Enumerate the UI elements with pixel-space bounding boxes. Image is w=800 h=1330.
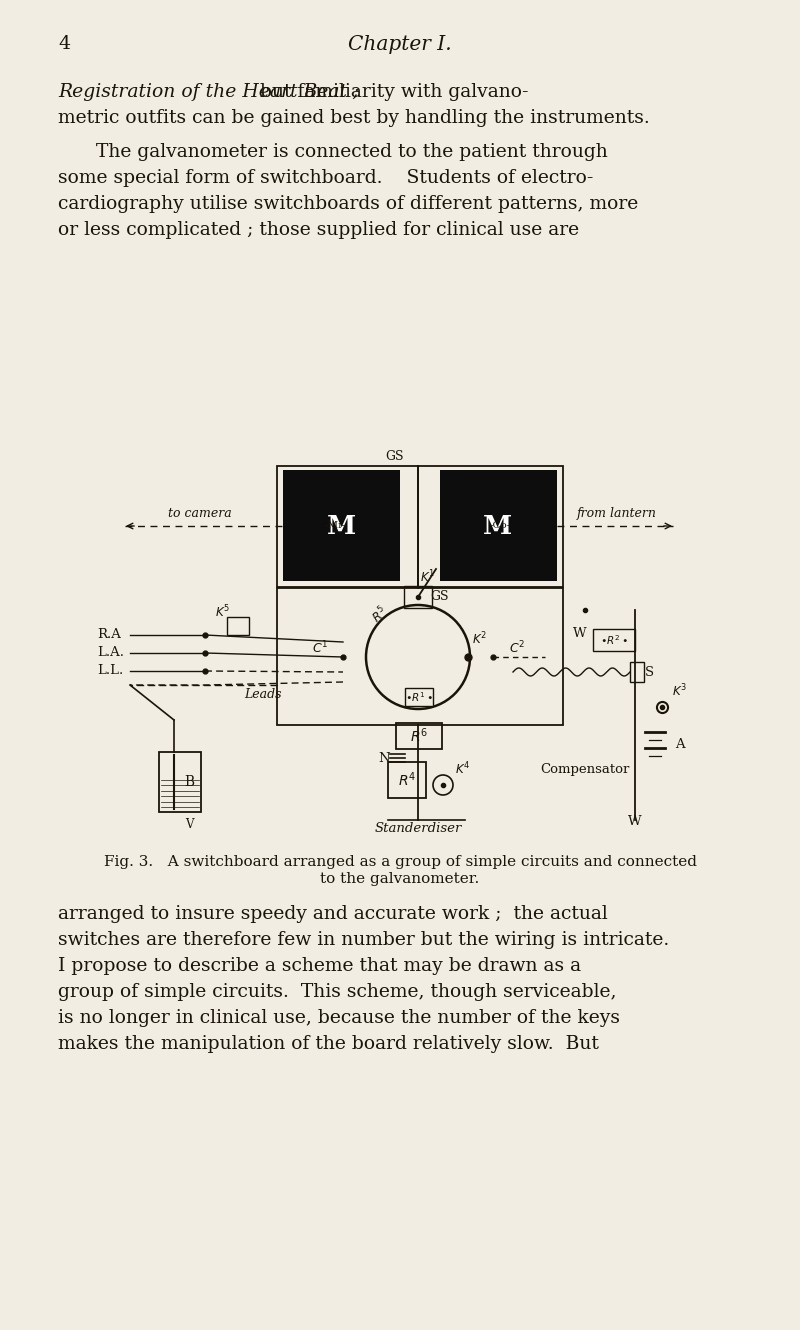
- Text: metric outfits can be gained best by handling the instruments.: metric outfits can be gained best by han…: [58, 109, 650, 126]
- Text: $C^1$: $C^1$: [312, 640, 328, 656]
- Text: Fig. 3.   A switchboard arranged as a group of simple circuits and connected: Fig. 3. A switchboard arranged as a grou…: [103, 855, 697, 868]
- Text: Compensator: Compensator: [540, 763, 630, 777]
- Text: $R^5$: $R^5$: [369, 604, 391, 626]
- Text: some special form of switchboard.    Students of electro-: some special form of switchboard. Studen…: [58, 169, 594, 188]
- Text: 4: 4: [58, 35, 70, 53]
- Bar: [630, 662, 644, 682]
- Text: M: M: [326, 513, 356, 539]
- Text: S: S: [645, 665, 654, 678]
- Bar: [440, 469, 557, 581]
- Text: A: A: [675, 738, 685, 750]
- Text: L.L.: L.L.: [97, 665, 123, 677]
- Bar: [388, 762, 426, 798]
- Text: to the galvanometer.: to the galvanometer.: [320, 872, 480, 886]
- Text: $K^3$: $K^3$: [672, 682, 687, 700]
- Bar: [277, 465, 563, 587]
- Text: L.A.: L.A.: [97, 646, 124, 660]
- Bar: [396, 724, 442, 749]
- Text: $K^2$: $K^2$: [472, 630, 487, 646]
- Text: group of simple circuits.  This scheme, though serviceable,: group of simple circuits. This scheme, t…: [58, 983, 617, 1001]
- Text: The galvanometer is connected to the patient through: The galvanometer is connected to the pat…: [96, 144, 608, 161]
- Text: makes the manipulation of the board relatively slow.  But: makes the manipulation of the board rela…: [58, 1035, 599, 1053]
- Bar: [283, 469, 400, 581]
- Bar: [404, 587, 432, 608]
- Text: Standerdiser: Standerdiser: [374, 822, 462, 835]
- Text: $K^5$: $K^5$: [215, 604, 230, 620]
- Text: switches are therefore few in number but the wiring is intricate.: switches are therefore few in number but…: [58, 931, 670, 950]
- Text: B: B: [184, 775, 194, 789]
- Text: W: W: [573, 626, 587, 640]
- Text: is no longer in clinical use, because the number of the keys: is no longer in clinical use, because th…: [58, 1009, 620, 1027]
- Bar: [277, 588, 563, 725]
- Text: V: V: [185, 818, 194, 831]
- Text: GS: GS: [430, 591, 449, 602]
- Text: Chapter I.: Chapter I.: [348, 35, 452, 55]
- Text: $K^4$: $K^4$: [455, 761, 470, 777]
- Text: cardiography utilise switchboards of different patterns, more: cardiography utilise switchboards of dif…: [58, 196, 638, 213]
- Text: M: M: [483, 513, 513, 539]
- Text: Registration of the Heart Beat ;: Registration of the Heart Beat ;: [58, 82, 359, 101]
- Text: N: N: [378, 751, 390, 765]
- Text: R.A: R.A: [97, 629, 121, 641]
- Text: from lantern: from lantern: [577, 507, 657, 520]
- Text: $K^1$: $K^1$: [420, 568, 435, 585]
- Text: or less complicated ; those supplied for clinical use are: or less complicated ; those supplied for…: [58, 221, 579, 239]
- Bar: [159, 751, 201, 813]
- Bar: [593, 629, 635, 650]
- Text: $\bullet R^1\bullet$: $\bullet R^1\bullet$: [405, 690, 433, 704]
- Text: $C^2$: $C^2$: [509, 640, 525, 656]
- Text: I propose to describe a scheme that may be drawn as a: I propose to describe a scheme that may …: [58, 958, 581, 975]
- Bar: [405, 688, 433, 706]
- Text: $\bullet R^2\bullet$: $\bullet R^2\bullet$: [600, 633, 628, 646]
- Text: W: W: [628, 815, 642, 829]
- Text: $R^6$: $R^6$: [410, 726, 428, 745]
- Text: Leads: Leads: [244, 688, 282, 701]
- Bar: [227, 617, 249, 634]
- Text: $R^4$: $R^4$: [398, 770, 416, 789]
- Text: -Co-: -Co-: [490, 521, 510, 531]
- Text: to camera: to camera: [168, 507, 232, 520]
- Text: GS: GS: [386, 450, 404, 463]
- Text: arranged to insure speedy and accurate work ;  the actual: arranged to insure speedy and accurate w…: [58, 904, 608, 923]
- Text: but familiarity with galvano-: but familiarity with galvano-: [254, 82, 529, 101]
- Text: -Mi-: -Mi-: [325, 521, 346, 531]
